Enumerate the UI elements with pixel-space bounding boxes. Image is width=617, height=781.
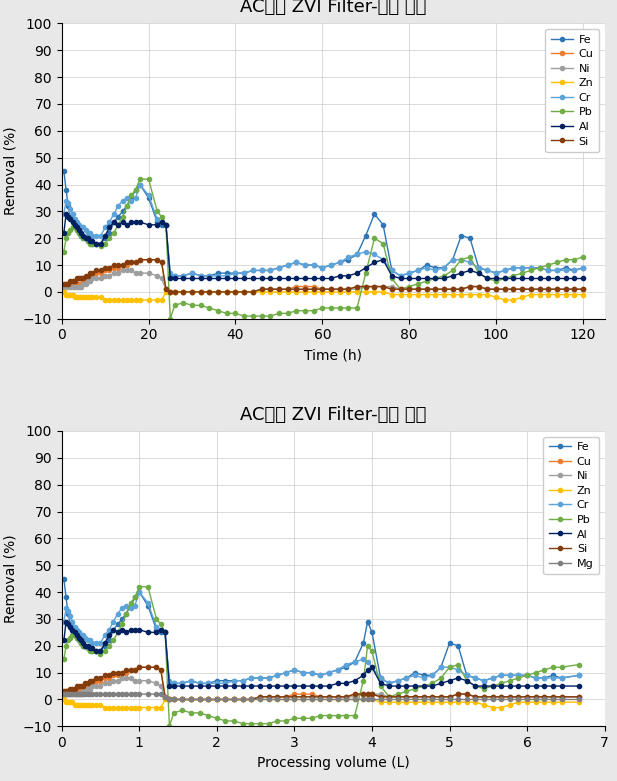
X-axis label: Time (h): Time (h) [304,348,362,362]
X-axis label: Processing volume (L): Processing volume (L) [257,755,410,769]
Title: AC환원 ZVI Filter-연속 운전: AC환원 ZVI Filter-연속 운전 [240,0,426,16]
Y-axis label: Removal (%): Removal (%) [3,127,17,216]
Title: AC환원 ZVI Filter-연속 운전: AC환원 ZVI Filter-연속 운전 [240,406,426,424]
Legend: Fe, Cu, Ni, Zn, Cr, Pb, Al, Si, Mg: Fe, Cu, Ni, Zn, Cr, Pb, Al, Si, Mg [544,437,599,574]
Legend: Fe, Cu, Ni, Zn, Cr, Pb, Al, Si: Fe, Cu, Ni, Zn, Cr, Pb, Al, Si [545,29,599,152]
Y-axis label: Removal (%): Removal (%) [3,534,17,623]
